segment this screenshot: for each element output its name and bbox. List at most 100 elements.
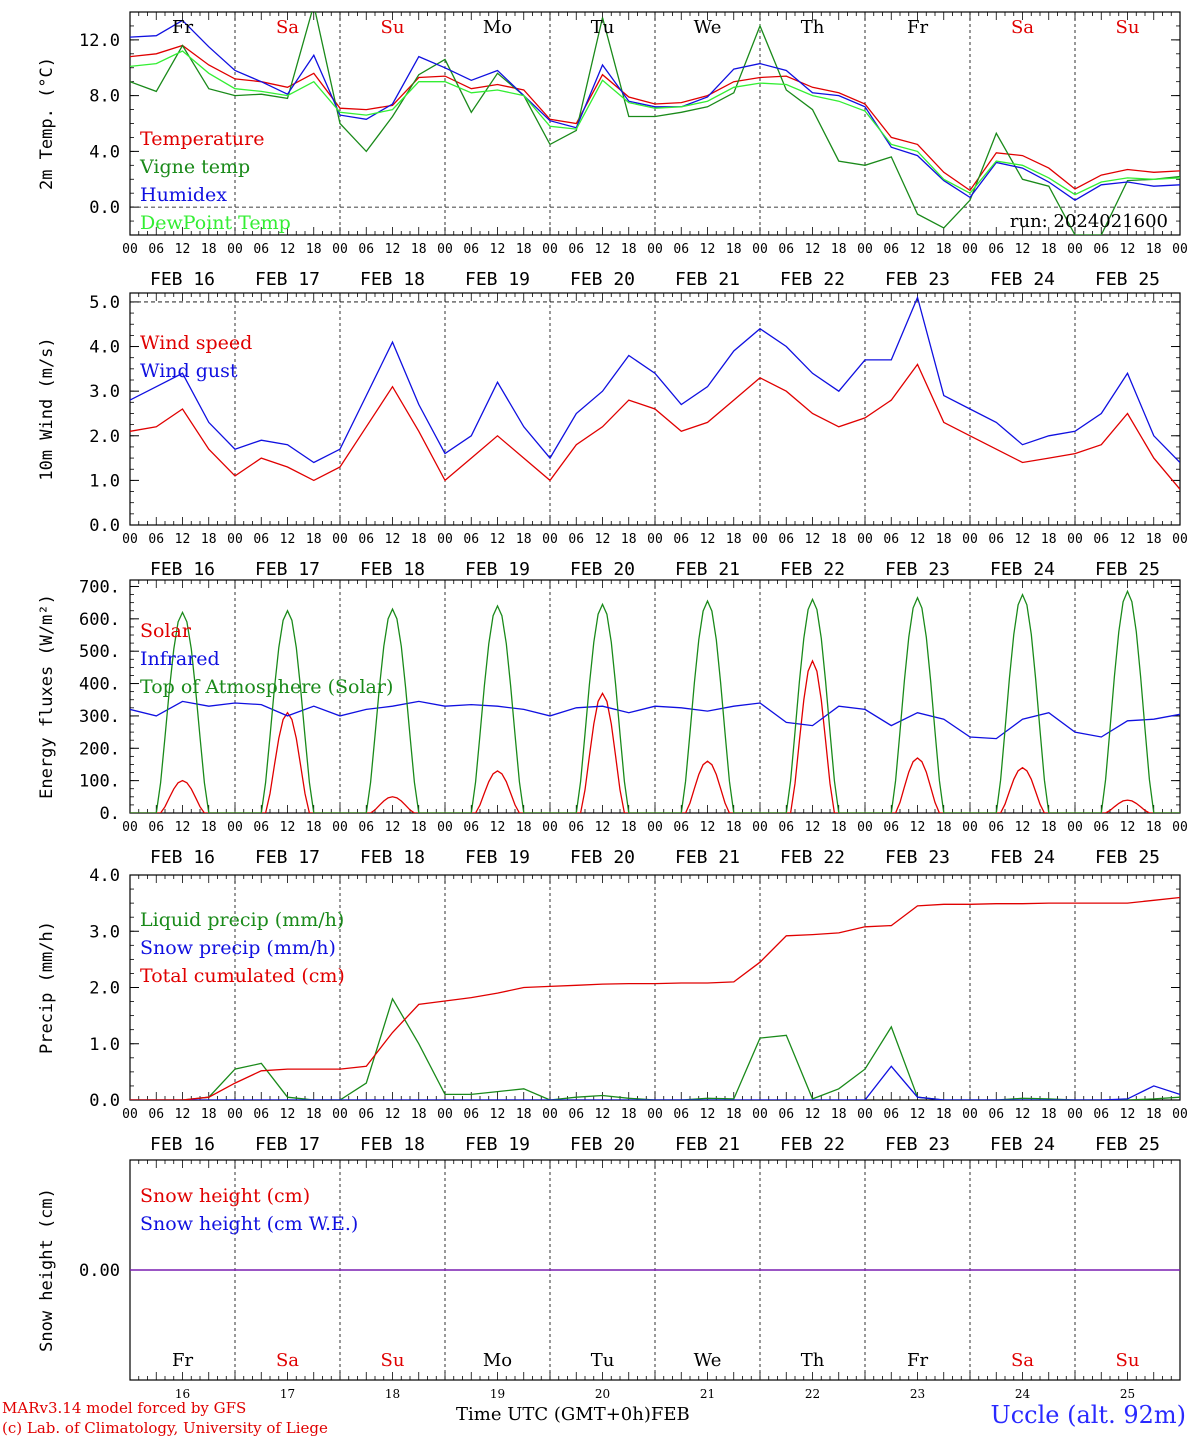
hour-tick-label: 12: [1120, 242, 1136, 257]
hour-tick-label: 12: [700, 1107, 716, 1122]
hour-tick-label: 12: [175, 820, 191, 835]
hour-tick-label: 12: [1015, 1107, 1031, 1122]
hour-tick-label: 12: [490, 532, 506, 547]
hour-tick-label: 00: [227, 1107, 243, 1122]
hour-tick-label: 12: [595, 1107, 611, 1122]
legend-entry: Snow precip (mm/h): [140, 937, 336, 959]
hour-tick-label: 00: [1172, 820, 1188, 835]
date-label: FEB 18: [360, 847, 425, 868]
hour-tick-label: 06: [883, 820, 899, 835]
hour-tick-label: 06: [988, 532, 1004, 547]
y-tick-label: 0.00: [79, 1261, 120, 1281]
hour-tick-label: 12: [1015, 820, 1031, 835]
day-label: Fr: [907, 1350, 928, 1371]
date-label: FEB 16: [150, 559, 215, 580]
hour-tick-label: 06: [358, 820, 374, 835]
date-label: FEB 24: [990, 559, 1055, 580]
hour-tick-label: 06: [673, 242, 689, 257]
hour-tick-label: 12: [1120, 532, 1136, 547]
day-label: Mo: [483, 17, 512, 38]
day-label: Tu: [591, 17, 615, 38]
y-axis-label: Energy fluxes (W/m²): [37, 594, 57, 799]
hour-tick-label: 00: [647, 532, 663, 547]
hour-tick-label: 00: [1067, 242, 1083, 257]
date-label: FEB 18: [360, 559, 425, 580]
hour-tick-label: 18: [201, 820, 217, 835]
hour-tick-label: 18: [936, 242, 952, 257]
legend-entry: Top of Atmosphere (Solar): [140, 676, 393, 698]
y-tick-label: 1.0: [89, 471, 120, 491]
day-label: We: [694, 17, 722, 38]
hour-tick-label: 00: [542, 820, 558, 835]
hour-tick-label: 06: [883, 1107, 899, 1122]
hour-tick-label: 06: [1093, 532, 1109, 547]
hour-tick-label: 12: [490, 820, 506, 835]
hour-tick-label: 06: [253, 1107, 269, 1122]
legend-entry: Snow height (cm W.E.): [140, 1213, 358, 1235]
hour-tick-label: 18: [936, 1107, 952, 1122]
date-label: FEB 25: [1095, 269, 1160, 290]
hour-tick-label: 00: [752, 820, 768, 835]
y-tick-label: 4.0: [89, 866, 120, 886]
hour-tick-label: 18: [201, 242, 217, 257]
hour-tick-label: 12: [280, 1107, 296, 1122]
date-label: FEB 24: [990, 269, 1055, 290]
day-label: Su: [381, 1350, 405, 1371]
hour-tick-label: 00: [332, 1107, 348, 1122]
panel-3: [129, 579, 1181, 814]
day-label: Th: [801, 1350, 825, 1371]
hour-tick-label: 12: [700, 242, 716, 257]
hour-tick-label: 06: [778, 820, 794, 835]
day-number: 22: [805, 1387, 820, 1401]
hour-tick-label: 12: [805, 242, 821, 257]
date-label: FEB 17: [255, 1134, 320, 1155]
month-label: FEB: [650, 1404, 690, 1425]
hour-tick-label: 06: [568, 820, 584, 835]
hour-tick-label: 06: [988, 242, 1004, 257]
day-number: 25: [1120, 1387, 1135, 1401]
hour-tick-label: 18: [1146, 532, 1162, 547]
hour-tick-label: 00: [542, 532, 558, 547]
date-label: FEB 24: [990, 847, 1055, 868]
y-tick-label: 400.: [79, 675, 120, 695]
hour-tick-label: 18: [411, 1107, 427, 1122]
hour-tick-label: 12: [385, 1107, 401, 1122]
hour-tick-label: 12: [280, 820, 296, 835]
hour-tick-label: 18: [1146, 820, 1162, 835]
hour-tick-label: 00: [542, 1107, 558, 1122]
hour-tick-label: 12: [805, 820, 821, 835]
y-tick-label: 4.0: [89, 338, 120, 358]
day-label: Su: [1116, 17, 1140, 38]
hour-tick-label: 18: [306, 532, 322, 547]
y-tick-label: 300.: [79, 707, 120, 727]
y-axis-label: Precip (mm/h): [37, 921, 57, 1054]
date-label: FEB 21: [675, 559, 740, 580]
hour-tick-label: 18: [516, 1107, 532, 1122]
y-tick-label: 4.0: [89, 142, 120, 162]
hour-tick-label: 00: [857, 820, 873, 835]
station-label: Uccle (alt. 92m): [990, 1401, 1186, 1429]
hour-tick-label: 06: [673, 1107, 689, 1122]
day-label: Fr: [172, 1350, 193, 1371]
y-axis-label: 2m Temp. (°C): [37, 57, 57, 190]
hour-tick-label: 00: [752, 242, 768, 257]
hour-tick-label: 00: [647, 242, 663, 257]
date-label: FEB 22: [780, 269, 845, 290]
hour-tick-label: 06: [253, 532, 269, 547]
date-label: FEB 19: [465, 847, 530, 868]
hour-tick-label: 06: [673, 532, 689, 547]
date-label: FEB 22: [780, 559, 845, 580]
panel-2: [129, 292, 1181, 526]
series-wind-gust: [130, 295, 1180, 464]
date-label: FEB 18: [360, 269, 425, 290]
hour-tick-label: 12: [175, 532, 191, 547]
y-tick-label: 8.0: [89, 87, 120, 107]
hour-tick-label: 06: [463, 242, 479, 257]
panel-1: [129, 11, 1181, 236]
credit-line-2: (c) Lab. of Climatology, University of L…: [2, 1419, 328, 1437]
hour-tick-label: 12: [1120, 820, 1136, 835]
hour-tick-label: 00: [542, 242, 558, 257]
hour-tick-label: 00: [227, 532, 243, 547]
date-label: FEB 23: [885, 559, 950, 580]
